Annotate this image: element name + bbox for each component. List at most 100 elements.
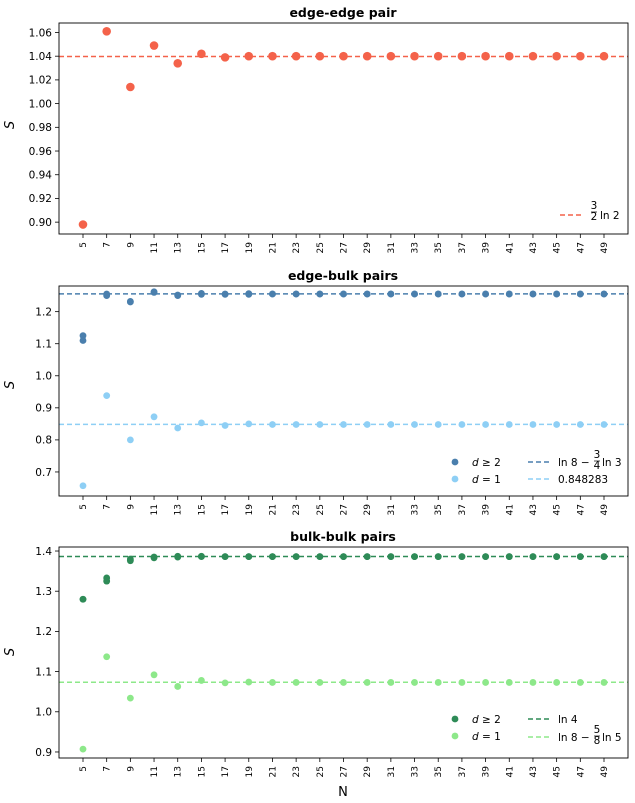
data-point xyxy=(363,290,371,298)
x-tick-label: 21 xyxy=(268,504,278,515)
data-point xyxy=(79,745,87,753)
x-tick-label: 19 xyxy=(245,766,255,778)
x-tick-label: 13 xyxy=(174,766,184,777)
data-point xyxy=(599,51,609,61)
data-point xyxy=(387,421,395,428)
data-point xyxy=(505,679,513,686)
x-tick-label: 29 xyxy=(363,766,373,778)
svg-text:ln 8 −: ln 8 − xyxy=(558,732,590,744)
data-point xyxy=(292,679,300,686)
data-point xyxy=(103,653,111,661)
legend-label-constant: 0.848283 xyxy=(558,474,608,486)
data-point xyxy=(363,679,371,686)
x-tick-label: 7 xyxy=(103,242,113,248)
x-tick-label: 9 xyxy=(126,504,136,510)
plot-area: 0.9 1.0 1.1 1.2 1.3 1.4 5 7 9 11 13 15 17 19 21 23 25 27 2… xyxy=(35,546,629,778)
x-tick-label: 27 xyxy=(340,242,350,253)
data-point xyxy=(126,557,134,565)
x-tick-label: 47 xyxy=(576,766,586,777)
x-tick-label: 15 xyxy=(197,242,207,253)
data-point xyxy=(316,421,324,428)
plot-area: 0.7 0.8 0.9 1.0 1.1 1.2 5 7 9 11 13 15 17 19 21 23 25 27 2… xyxy=(35,285,629,515)
x-tick-label: 43 xyxy=(529,242,539,253)
data-point xyxy=(600,553,608,561)
data-point xyxy=(197,49,206,59)
data-point xyxy=(434,553,442,561)
y-tick-label: 0.7 xyxy=(35,467,52,479)
data-point xyxy=(126,298,134,306)
data-point xyxy=(340,290,347,298)
data-point xyxy=(174,683,182,690)
axes-frame xyxy=(58,285,629,497)
data-point xyxy=(411,421,418,428)
svg-text:3: 3 xyxy=(591,200,598,212)
x-tick-label: 23 xyxy=(292,504,302,515)
y-tick-label: 1.0 xyxy=(35,707,52,719)
y-tick-label: 0.92 xyxy=(29,193,52,205)
x-tick-label: 45 xyxy=(553,504,563,515)
data-point xyxy=(576,51,585,61)
x-tick-label: 9 xyxy=(126,242,136,248)
panel-title: edge-bulk pairs xyxy=(288,268,398,283)
data-point xyxy=(458,290,466,298)
x-tick-label: 33 xyxy=(411,766,421,777)
x-tick-label: 41 xyxy=(505,766,515,777)
x-tick-label: 33 xyxy=(411,242,421,253)
legend: 3 2 ln 2 xyxy=(560,200,620,223)
data-point xyxy=(387,679,395,686)
axes-frame xyxy=(58,546,629,759)
panel-title: bulk-bulk pairs xyxy=(290,529,396,544)
data-point xyxy=(244,51,254,61)
data-point xyxy=(600,421,608,428)
data-point xyxy=(174,291,182,299)
data-point xyxy=(387,553,395,561)
legend-label-ln4: ln 4 xyxy=(558,714,578,726)
x-tick-label: 37 xyxy=(458,504,468,515)
data-point xyxy=(268,51,277,61)
x-tick-label: 37 xyxy=(458,766,468,777)
x-tick-label: 31 xyxy=(387,504,397,515)
x-tick-label: 49 xyxy=(600,766,610,778)
y-tick-label: 0.9 xyxy=(35,747,52,759)
y-axis-label: S xyxy=(3,381,18,389)
data-point xyxy=(126,694,134,702)
data-point xyxy=(174,553,182,561)
svg-text:5: 5 xyxy=(594,724,601,736)
data-point xyxy=(245,678,253,686)
data-point xyxy=(576,421,584,428)
data-point xyxy=(482,553,489,561)
legend: d ≥ 2 d = 1 ln 8 − 3 4 ln 3 0.848283 xyxy=(451,449,622,486)
data-point xyxy=(339,51,348,61)
x-tick-label: 23 xyxy=(292,766,302,777)
x-tick-label: 7 xyxy=(103,766,113,772)
data-point xyxy=(481,51,490,61)
legend-label-ln8-minus-three-quarters-ln3: ln 8 − 3 4 ln 3 xyxy=(558,449,622,472)
data-point xyxy=(505,290,513,298)
data-point xyxy=(362,51,372,61)
legend-marker-d-eq-1 xyxy=(451,732,459,740)
panel-bulk-bulk: bulk-bulk pairs S 0.9 1.0 1.1 1.2 1.3 1.4 5 7 9 1… xyxy=(3,529,629,778)
x-tick-label: 21 xyxy=(268,242,278,253)
data-point xyxy=(410,51,419,61)
data-point xyxy=(340,679,347,686)
svg-text:8: 8 xyxy=(594,735,601,747)
legend-marker-d-ge-2 xyxy=(451,715,459,723)
data-point xyxy=(79,482,87,490)
x-tick-label: 45 xyxy=(553,242,563,253)
x-tick-label: 49 xyxy=(600,242,610,254)
data-point xyxy=(434,421,442,428)
data-point xyxy=(529,421,537,428)
data-point xyxy=(482,290,489,298)
data-point xyxy=(102,26,111,36)
legend-marker-d-eq-1 xyxy=(451,475,459,483)
x-tick-label: 9 xyxy=(126,766,136,772)
svg-text:2: 2 xyxy=(591,211,598,223)
data-point xyxy=(150,554,158,562)
x-tick-label: 15 xyxy=(197,766,207,777)
data-point xyxy=(269,553,276,561)
data-point xyxy=(528,51,538,61)
y-tick-label: 0.8 xyxy=(35,435,52,447)
x-tick-label: 31 xyxy=(387,242,397,253)
y-tick-label: 0.9 xyxy=(35,403,52,415)
y-tick-label: 1.06 xyxy=(29,27,53,39)
